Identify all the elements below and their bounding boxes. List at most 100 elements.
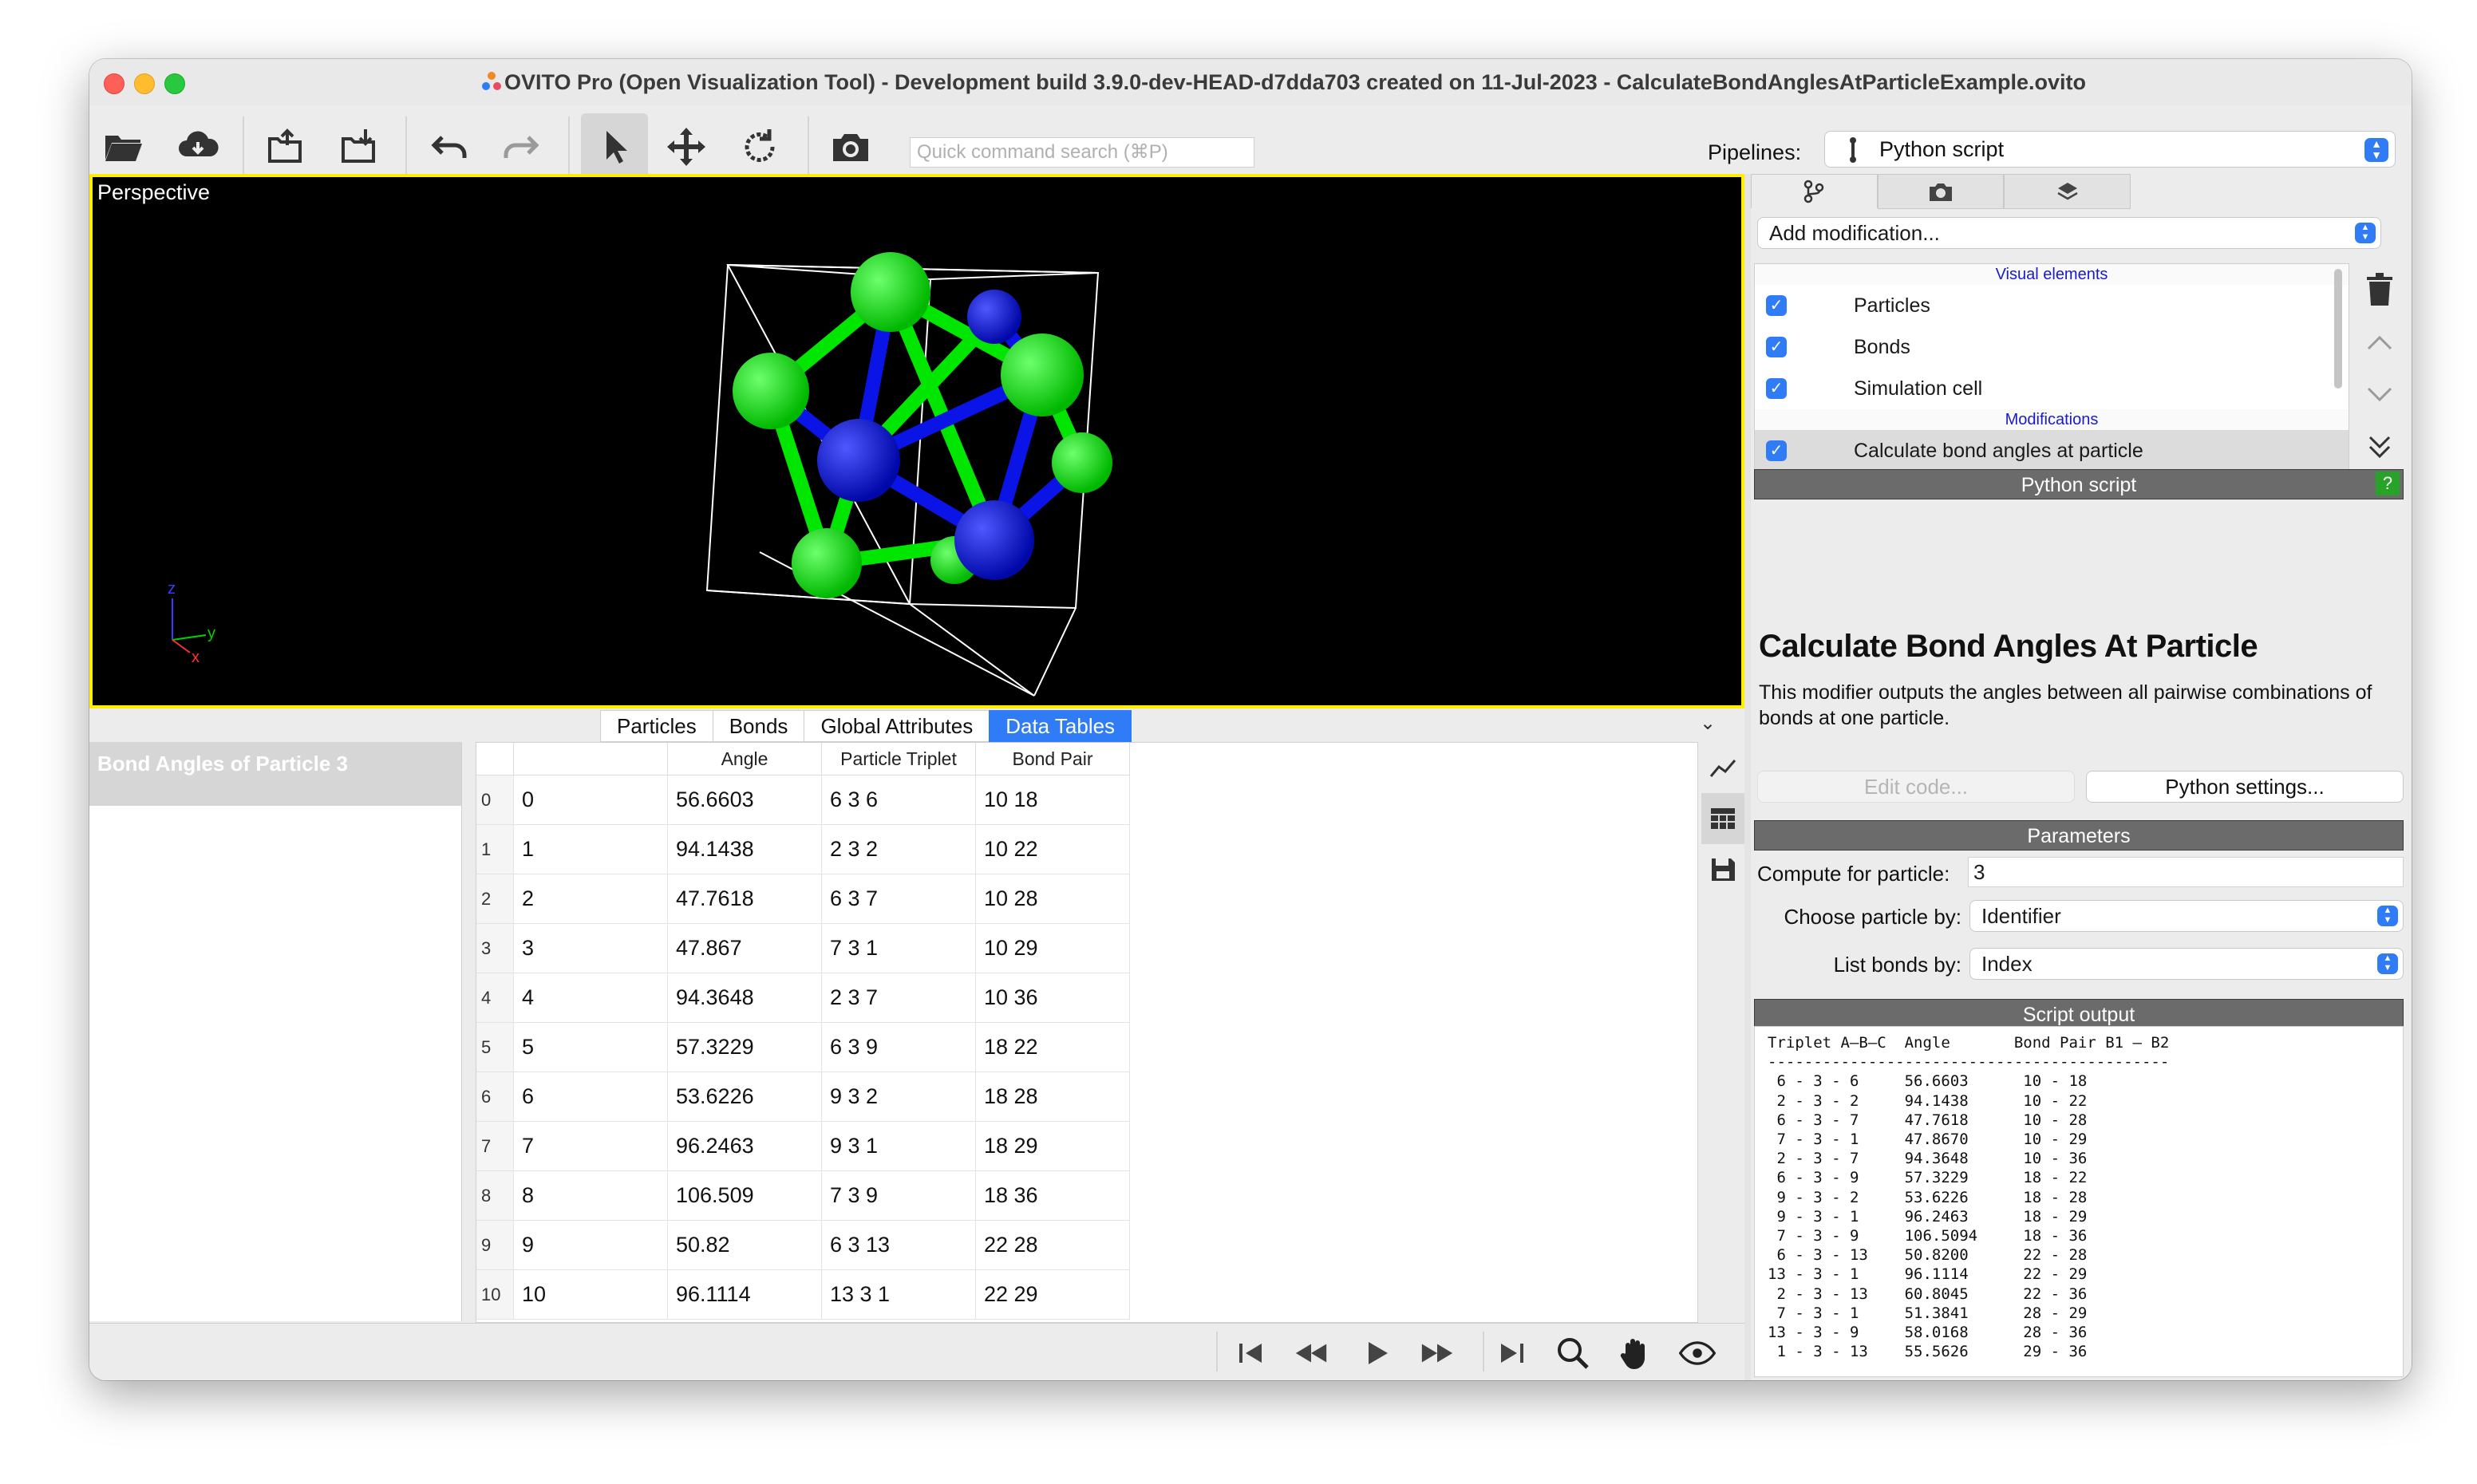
angle-cell[interactable]: 56.6603 bbox=[667, 775, 822, 825]
table-row[interactable]: 8 8 106.509 7 3 9 18 36 bbox=[476, 1170, 1130, 1221]
perspective-viewport[interactable]: Perspective bbox=[89, 174, 1744, 708]
row-number-cell[interactable]: 8 bbox=[476, 1170, 514, 1221]
edit-code-button[interactable]: Edit code... bbox=[1757, 771, 2075, 803]
bond-pair-cell[interactable]: 18 22 bbox=[975, 1022, 1130, 1072]
row-number-cell[interactable]: 0 bbox=[476, 775, 514, 825]
checkbox-simulation-cell[interactable]: ✓ bbox=[1766, 378, 1787, 399]
index-cell[interactable]: 7 bbox=[513, 1121, 668, 1171]
python-settings-button[interactable]: Python settings... bbox=[2086, 771, 2404, 803]
triplet-cell[interactable]: 6 3 9 bbox=[821, 1022, 976, 1072]
angle-cell[interactable]: 94.3648 bbox=[667, 973, 822, 1023]
angle-cell[interactable]: 96.1114 bbox=[667, 1269, 822, 1320]
index-cell[interactable]: 0 bbox=[513, 775, 668, 825]
quick-command-search-input[interactable]: Quick command search (⌘P) bbox=[910, 137, 1254, 168]
row-number-cell[interactable]: 9 bbox=[476, 1220, 514, 1270]
row-number-cell[interactable]: 6 bbox=[476, 1072, 514, 1122]
minimize-window-button[interactable] bbox=[134, 73, 155, 94]
triplet-cell[interactable]: 6 3 7 bbox=[821, 874, 976, 924]
angle-cell[interactable]: 47.867 bbox=[667, 923, 822, 973]
tab-particles[interactable]: Particles bbox=[600, 710, 713, 742]
column-header-angle[interactable]: Angle bbox=[667, 743, 822, 776]
row-number-cell[interactable]: 2 bbox=[476, 874, 514, 924]
checkbox-bonds[interactable]: ✓ bbox=[1766, 337, 1787, 357]
bond-pair-cell[interactable]: 10 22 bbox=[975, 824, 1130, 874]
triplet-cell[interactable]: 13 3 1 bbox=[821, 1269, 976, 1320]
pan-hand-icon[interactable] bbox=[1617, 1335, 1653, 1372]
tab-bonds[interactable]: Bonds bbox=[712, 710, 804, 742]
chevron-down-icon[interactable]: ⌄ bbox=[1700, 712, 1717, 734]
index-cell[interactable]: 1 bbox=[513, 824, 668, 874]
pipeline-item-bonds[interactable]: ✓ Bonds bbox=[1755, 326, 2349, 368]
table-row[interactable]: 0 0 56.6603 6 3 6 10 18 bbox=[476, 775, 1130, 825]
row-number-cell[interactable]: 10 bbox=[476, 1269, 514, 1320]
delete-trash-icon[interactable] bbox=[2356, 263, 2404, 316]
table-row[interactable]: 7 7 96.2463 9 3 1 18 29 bbox=[476, 1121, 1130, 1171]
import-icon[interactable] bbox=[334, 121, 385, 172]
angle-cell[interactable]: 94.1438 bbox=[667, 824, 822, 874]
plot-chart-icon[interactable] bbox=[1701, 742, 1744, 793]
bond-pair-cell[interactable]: 18 29 bbox=[975, 1121, 1130, 1171]
angle-cell[interactable]: 106.509 bbox=[667, 1170, 822, 1221]
tab-pipeline[interactable] bbox=[1751, 174, 1878, 208]
index-cell[interactable]: 6 bbox=[513, 1072, 668, 1122]
pipeline-select[interactable]: Python script ▲ ▼ bbox=[1824, 131, 2396, 168]
triplet-cell[interactable]: 6 3 6 bbox=[821, 775, 976, 825]
triplet-cell[interactable]: 6 3 13 bbox=[821, 1220, 976, 1270]
first-frame-icon[interactable] bbox=[1232, 1335, 1269, 1372]
pipeline-item-calculate-bond-angles[interactable]: ✓ Calculate bond angles at particle bbox=[1755, 430, 2349, 472]
move-up-icon[interactable] bbox=[2356, 316, 2404, 369]
next-frame-icon[interactable] bbox=[1419, 1335, 1456, 1372]
table-row[interactable]: 10 10 96.1114 13 3 1 22 29 bbox=[476, 1269, 1130, 1320]
rotate-icon[interactable] bbox=[734, 121, 785, 172]
row-number-cell[interactable]: 7 bbox=[476, 1121, 514, 1171]
select-cursor-icon[interactable] bbox=[581, 113, 648, 180]
tab-render[interactable] bbox=[1877, 174, 2005, 209]
save-icon[interactable] bbox=[1701, 844, 1744, 895]
bond-pair-cell[interactable]: 18 28 bbox=[975, 1072, 1130, 1122]
panel-splitter[interactable] bbox=[1744, 174, 1751, 1380]
bond-pair-cell[interactable]: 10 18 bbox=[975, 775, 1130, 825]
move-down-icon[interactable] bbox=[2356, 369, 2404, 421]
orbit-eye-icon[interactable] bbox=[1679, 1335, 1716, 1372]
help-button[interactable]: ? bbox=[2376, 472, 2400, 495]
zoom-window-button[interactable] bbox=[164, 73, 185, 94]
cloud-download-icon[interactable] bbox=[172, 121, 223, 172]
bond-pair-cell[interactable]: 10 29 bbox=[975, 923, 1130, 973]
triplet-cell[interactable]: 9 3 2 bbox=[821, 1072, 976, 1122]
tab-overlays[interactable] bbox=[2004, 174, 2131, 209]
index-cell[interactable]: 10 bbox=[513, 1269, 668, 1320]
table-view-icon[interactable] bbox=[1701, 793, 1744, 844]
column-header-triplet[interactable]: Particle Triplet bbox=[821, 743, 976, 776]
add-modification-select[interactable]: Add modification... ▲ ▼ bbox=[1757, 217, 2381, 249]
row-number-cell[interactable]: 3 bbox=[476, 923, 514, 973]
collapse-all-icon[interactable] bbox=[2356, 421, 2404, 474]
move-icon[interactable] bbox=[661, 121, 712, 172]
table-item-bond-angles[interactable]: Bond Angles of Particle 3 bbox=[89, 742, 461, 806]
triplet-cell[interactable]: 7 3 1 bbox=[821, 923, 976, 973]
row-number-cell[interactable]: 4 bbox=[476, 973, 514, 1023]
table-row[interactable]: 2 2 47.7618 6 3 7 10 28 bbox=[476, 874, 1130, 924]
tab-data-tables[interactable]: Data Tables bbox=[989, 710, 1132, 742]
last-frame-icon[interactable] bbox=[1494, 1335, 1531, 1372]
table-row[interactable]: 6 6 53.6226 9 3 2 18 28 bbox=[476, 1072, 1130, 1122]
table-row[interactable]: 1 1 94.1438 2 3 2 10 22 bbox=[476, 824, 1130, 874]
table-row[interactable]: 5 5 57.3229 6 3 9 18 22 bbox=[476, 1022, 1130, 1072]
index-cell[interactable]: 4 bbox=[513, 973, 668, 1023]
list-bonds-by-select[interactable]: Index ▲ ▼ bbox=[1969, 948, 2404, 980]
table-row[interactable]: 3 3 47.867 7 3 1 10 29 bbox=[476, 923, 1130, 973]
pipeline-item-particles[interactable]: ✓ Particles bbox=[1755, 285, 2349, 326]
angle-cell[interactable]: 96.2463 bbox=[667, 1121, 822, 1171]
bond-pair-cell[interactable]: 22 29 bbox=[975, 1269, 1130, 1320]
triplet-cell[interactable]: 2 3 2 bbox=[821, 824, 976, 874]
triplet-cell[interactable]: 9 3 1 bbox=[821, 1121, 976, 1171]
redo-icon[interactable] bbox=[496, 121, 547, 172]
triplet-cell[interactable]: 2 3 7 bbox=[821, 973, 976, 1023]
column-header-bond-pair[interactable]: Bond Pair bbox=[975, 743, 1130, 776]
compute-for-particle-input[interactable]: 3 bbox=[1968, 857, 2404, 887]
row-number-cell[interactable]: 5 bbox=[476, 1022, 514, 1072]
angle-cell[interactable]: 57.3229 bbox=[667, 1022, 822, 1072]
zoom-icon[interactable] bbox=[1555, 1335, 1591, 1372]
open-folder-icon[interactable] bbox=[97, 121, 148, 172]
previous-frame-icon[interactable] bbox=[1293, 1335, 1329, 1372]
tab-global-attributes[interactable]: Global Attributes bbox=[804, 710, 990, 742]
